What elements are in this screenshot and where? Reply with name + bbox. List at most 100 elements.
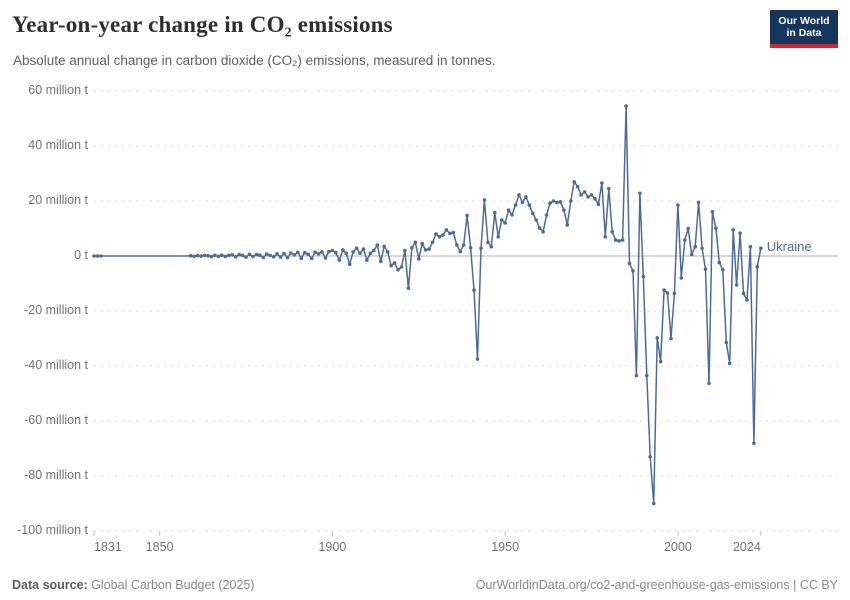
data-point[interactable] <box>589 193 594 197</box>
data-point[interactable] <box>665 291 670 295</box>
data-point[interactable] <box>517 193 521 197</box>
data-point[interactable] <box>379 259 383 264</box>
data-point[interactable] <box>631 269 635 273</box>
data-point[interactable] <box>734 283 739 287</box>
data-point[interactable] <box>524 195 528 199</box>
data-point[interactable] <box>575 184 580 189</box>
data-point[interactable] <box>261 255 266 260</box>
data-point[interactable] <box>493 210 497 215</box>
data-point[interactable] <box>448 231 452 236</box>
data-point[interactable] <box>658 359 663 364</box>
data-point[interactable] <box>188 253 193 258</box>
data-point[interactable] <box>603 235 608 239</box>
data-point[interactable] <box>313 250 317 254</box>
data-point[interactable] <box>600 181 604 185</box>
data-point[interactable] <box>220 253 224 257</box>
data-point[interactable] <box>527 203 532 207</box>
data-point[interactable] <box>617 239 621 243</box>
data-point[interactable] <box>389 263 393 268</box>
data-point[interactable] <box>99 254 103 258</box>
data-point[interactable] <box>289 251 293 255</box>
data-point[interactable] <box>354 246 359 251</box>
data-point[interactable] <box>669 336 673 341</box>
data-point[interactable] <box>710 209 715 214</box>
data-point[interactable] <box>558 200 563 204</box>
data-point[interactable] <box>555 200 559 205</box>
data-point[interactable] <box>230 253 234 257</box>
data-point[interactable] <box>444 228 449 232</box>
data-point[interactable] <box>368 251 373 256</box>
data-point[interactable] <box>679 276 684 280</box>
data-point[interactable] <box>382 244 387 249</box>
data-point[interactable] <box>624 104 628 108</box>
data-point[interactable] <box>323 256 328 260</box>
data-point[interactable] <box>278 255 283 259</box>
data-point[interactable] <box>437 235 442 239</box>
data-point[interactable] <box>569 199 573 203</box>
data-point[interactable] <box>192 254 196 259</box>
data-line-ukraine[interactable] <box>93 105 762 505</box>
data-point[interactable] <box>755 264 760 269</box>
data-point[interactable] <box>582 190 587 194</box>
data-point[interactable] <box>347 262 352 267</box>
owid-logo[interactable]: Our World in Data <box>770 10 838 48</box>
data-point[interactable] <box>95 254 100 258</box>
data-point[interactable] <box>648 455 652 459</box>
data-point[interactable] <box>662 288 666 292</box>
data-point[interactable] <box>562 208 566 212</box>
data-point[interactable] <box>330 248 335 253</box>
data-point[interactable] <box>216 254 221 259</box>
data-point[interactable] <box>468 246 473 250</box>
data-point[interactable] <box>226 253 231 258</box>
data-point[interactable] <box>475 357 480 361</box>
data-point[interactable] <box>223 254 228 259</box>
data-point[interactable] <box>721 268 725 272</box>
data-point[interactable] <box>237 252 241 257</box>
data-point[interactable] <box>365 258 369 262</box>
data-point[interactable] <box>320 250 324 254</box>
data-point[interactable] <box>258 253 262 257</box>
data-point[interactable] <box>579 193 583 197</box>
data-point[interactable] <box>209 254 214 259</box>
data-point[interactable] <box>240 253 245 258</box>
data-point[interactable] <box>520 200 525 205</box>
data-point[interactable] <box>537 226 542 230</box>
data-point[interactable] <box>372 248 376 253</box>
data-point[interactable] <box>638 191 642 196</box>
data-point[interactable] <box>641 274 646 279</box>
data-point[interactable] <box>385 250 390 254</box>
data-point[interactable] <box>392 261 397 265</box>
data-point[interactable] <box>572 180 576 184</box>
data-point[interactable] <box>296 250 300 255</box>
data-point[interactable] <box>406 286 411 291</box>
data-point[interactable] <box>244 255 248 259</box>
data-point[interactable] <box>420 241 425 246</box>
data-point[interactable] <box>613 238 618 242</box>
data-point[interactable] <box>309 256 314 261</box>
footer-url[interactable]: OurWorldinData.org/co2-and-greenhouse-ga… <box>475 578 838 592</box>
data-point[interactable] <box>565 223 570 227</box>
data-point[interactable] <box>703 267 708 272</box>
data-point[interactable] <box>693 244 697 249</box>
data-point[interactable] <box>361 247 366 251</box>
data-point[interactable] <box>655 336 659 340</box>
data-point[interactable] <box>303 250 307 255</box>
data-point[interactable] <box>676 203 680 207</box>
data-point[interactable] <box>707 381 711 386</box>
data-point[interactable] <box>430 240 435 245</box>
data-point[interactable] <box>489 244 494 249</box>
data-point[interactable] <box>727 361 732 366</box>
data-point[interactable] <box>399 265 404 269</box>
data-point[interactable] <box>199 254 203 258</box>
data-point[interactable] <box>213 253 217 258</box>
data-point[interactable] <box>427 247 431 251</box>
data-point[interactable] <box>344 251 349 256</box>
data-point[interactable] <box>434 232 438 236</box>
data-point[interactable] <box>351 250 355 254</box>
data-point[interactable] <box>759 246 763 251</box>
data-point[interactable] <box>341 248 345 252</box>
data-point[interactable] <box>745 298 749 302</box>
data-point[interactable] <box>251 254 255 259</box>
data-point[interactable] <box>724 340 729 345</box>
